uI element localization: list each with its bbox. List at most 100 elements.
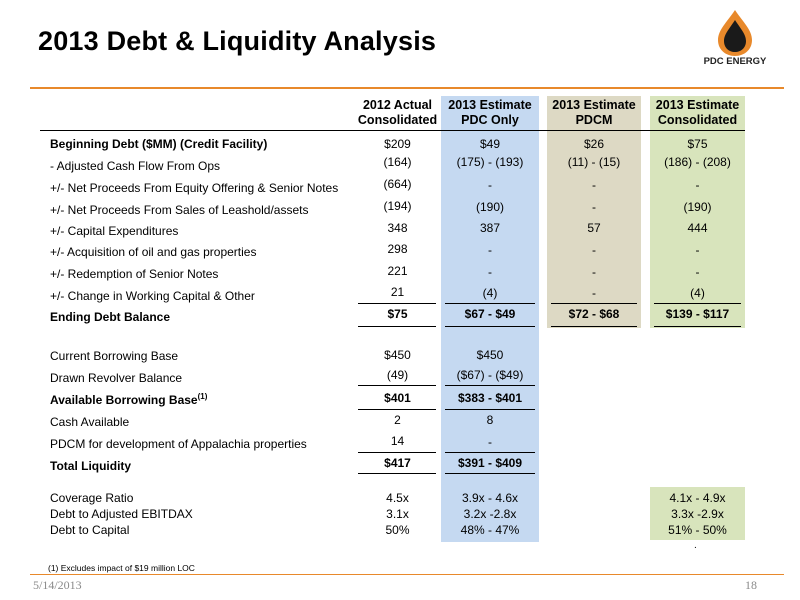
footnote-marker: (1) bbox=[197, 392, 208, 401]
total-underline bbox=[358, 326, 436, 327]
cell: - bbox=[695, 265, 700, 279]
cell: 21 bbox=[390, 285, 405, 299]
cell: 57 bbox=[587, 221, 601, 235]
footer-rule bbox=[30, 574, 784, 575]
cell: $72 - $68 bbox=[568, 307, 620, 321]
row-label: Total Liquidity bbox=[50, 459, 132, 473]
row-label: +/- Net Proceeds From Equity Offering & … bbox=[50, 181, 339, 195]
cell: $67 - $49 bbox=[464, 307, 516, 321]
row-label: Cash Available bbox=[50, 415, 130, 429]
total-underline bbox=[445, 303, 535, 304]
cell: $49 bbox=[479, 137, 501, 151]
pdc-only-column-bg bbox=[441, 96, 539, 542]
cell: 387 bbox=[479, 221, 501, 235]
col-header-2012-actual: 2012 Actual Consolidated bbox=[357, 98, 438, 127]
cell: 2 bbox=[394, 413, 401, 427]
row-label: Ending Debt Balance bbox=[50, 310, 171, 324]
cell: - bbox=[592, 243, 596, 257]
cell: $209 bbox=[384, 137, 411, 151]
cell: 221 bbox=[387, 264, 408, 278]
cell: 3.9x - 4.6x bbox=[461, 491, 519, 505]
cell: - bbox=[592, 286, 596, 300]
cell: (49) bbox=[386, 368, 409, 382]
cell: (164) bbox=[383, 155, 412, 169]
cell: $383 - $401 bbox=[457, 391, 523, 405]
cell: 48% - 47% bbox=[460, 523, 520, 537]
footer-date: 5/14/2013 bbox=[33, 578, 82, 592]
cell: 4.5x bbox=[386, 491, 409, 505]
logo-text: PDC ENERGY bbox=[703, 56, 767, 67]
cell: $75 bbox=[687, 137, 708, 151]
cell: (190) bbox=[475, 200, 504, 214]
title-rule bbox=[30, 87, 784, 89]
row-label: Coverage Ratio bbox=[50, 491, 134, 505]
row-label: Current Borrowing Base bbox=[50, 349, 179, 363]
row-label: Debt to Adjusted EBITDAX bbox=[50, 507, 193, 521]
cell: ($67) - ($49) bbox=[456, 368, 524, 382]
cell: - bbox=[695, 178, 700, 192]
consolidated-ratio-bg bbox=[650, 487, 745, 540]
cell: (186) - (208) bbox=[664, 155, 731, 169]
subtotal-underline bbox=[358, 409, 436, 410]
cell: 298 bbox=[387, 242, 408, 256]
col-header-consolidated: 2013 Estimate Consolidated bbox=[655, 98, 740, 127]
cell: (4) bbox=[482, 286, 498, 300]
subtotal-underline bbox=[445, 409, 535, 410]
cell: - bbox=[592, 200, 596, 214]
cell: - bbox=[592, 178, 596, 192]
cell: (664) bbox=[383, 177, 412, 191]
cell: (11) - (15) bbox=[567, 155, 621, 169]
total-underline bbox=[654, 303, 741, 304]
total-underline bbox=[445, 326, 535, 327]
total-underline bbox=[358, 303, 436, 304]
cell: 51% - 50% bbox=[668, 523, 727, 537]
cell: 8 bbox=[486, 413, 494, 427]
total-underline bbox=[358, 473, 436, 474]
row-label: +/- Capital Expenditures bbox=[50, 224, 179, 238]
cell: $139 - $117 bbox=[665, 307, 730, 321]
cell: 348 bbox=[387, 221, 408, 235]
row-label: +/- Redemption of Senior Notes bbox=[50, 267, 219, 281]
header-underline bbox=[40, 130, 745, 131]
cell: $26 bbox=[583, 137, 605, 151]
cell: 50% bbox=[385, 523, 410, 537]
pdc-energy-logo: PDC ENERGY bbox=[692, 8, 778, 72]
row-label: +/- Net Proceeds From Sales of Leashold/… bbox=[50, 203, 309, 217]
row-label: Available Borrowing Base(1) bbox=[50, 392, 208, 407]
flame-drop-icon bbox=[718, 10, 752, 56]
total-underline bbox=[551, 326, 637, 327]
cell: 3.1x bbox=[386, 507, 409, 521]
cell: 3.2x -2.8x bbox=[463, 507, 517, 521]
cell: $75 bbox=[387, 307, 408, 321]
cell: $417 bbox=[384, 456, 411, 470]
cell: $391 - $409 bbox=[457, 456, 523, 470]
cell: 14 bbox=[390, 434, 405, 448]
row-label: Drawn Revolver Balance bbox=[50, 371, 183, 385]
row-label: Beginning Debt ($MM) (Credit Facility) bbox=[50, 137, 268, 151]
cell: $450 bbox=[384, 348, 411, 362]
cell: 4.1x - 4.9x bbox=[669, 491, 726, 505]
cell: (190) bbox=[683, 200, 712, 214]
row-label: - Adjusted Cash Flow From Ops bbox=[50, 159, 221, 173]
cell: - bbox=[695, 243, 700, 257]
col-header-pdc-only: 2013 Estimate PDC Only bbox=[448, 98, 532, 127]
subtotal-underline bbox=[358, 385, 436, 386]
cell: $401 bbox=[384, 391, 411, 405]
row-label: +/- Acquisition of oil and gas propertie… bbox=[50, 245, 257, 259]
cell: - bbox=[488, 265, 492, 279]
cell: 3.3x -2.9x bbox=[671, 507, 724, 521]
cell: $450 bbox=[476, 348, 504, 362]
cell: - bbox=[488, 435, 492, 449]
total-underline bbox=[654, 326, 741, 327]
stray-dot: . bbox=[694, 540, 697, 551]
cell: (194) bbox=[383, 199, 412, 213]
total-underline bbox=[445, 473, 535, 474]
total-underline bbox=[551, 303, 637, 304]
page-number: 18 bbox=[745, 578, 757, 592]
col-header-pdcm: 2013 Estimate PDCM bbox=[552, 98, 636, 127]
total-underline bbox=[445, 452, 535, 453]
cell: (175) - (193) bbox=[456, 155, 524, 169]
cell: (4) bbox=[690, 286, 705, 300]
page-title: 2013 Debt & Liquidity Analysis bbox=[38, 26, 437, 56]
cell: 444 bbox=[687, 221, 708, 235]
